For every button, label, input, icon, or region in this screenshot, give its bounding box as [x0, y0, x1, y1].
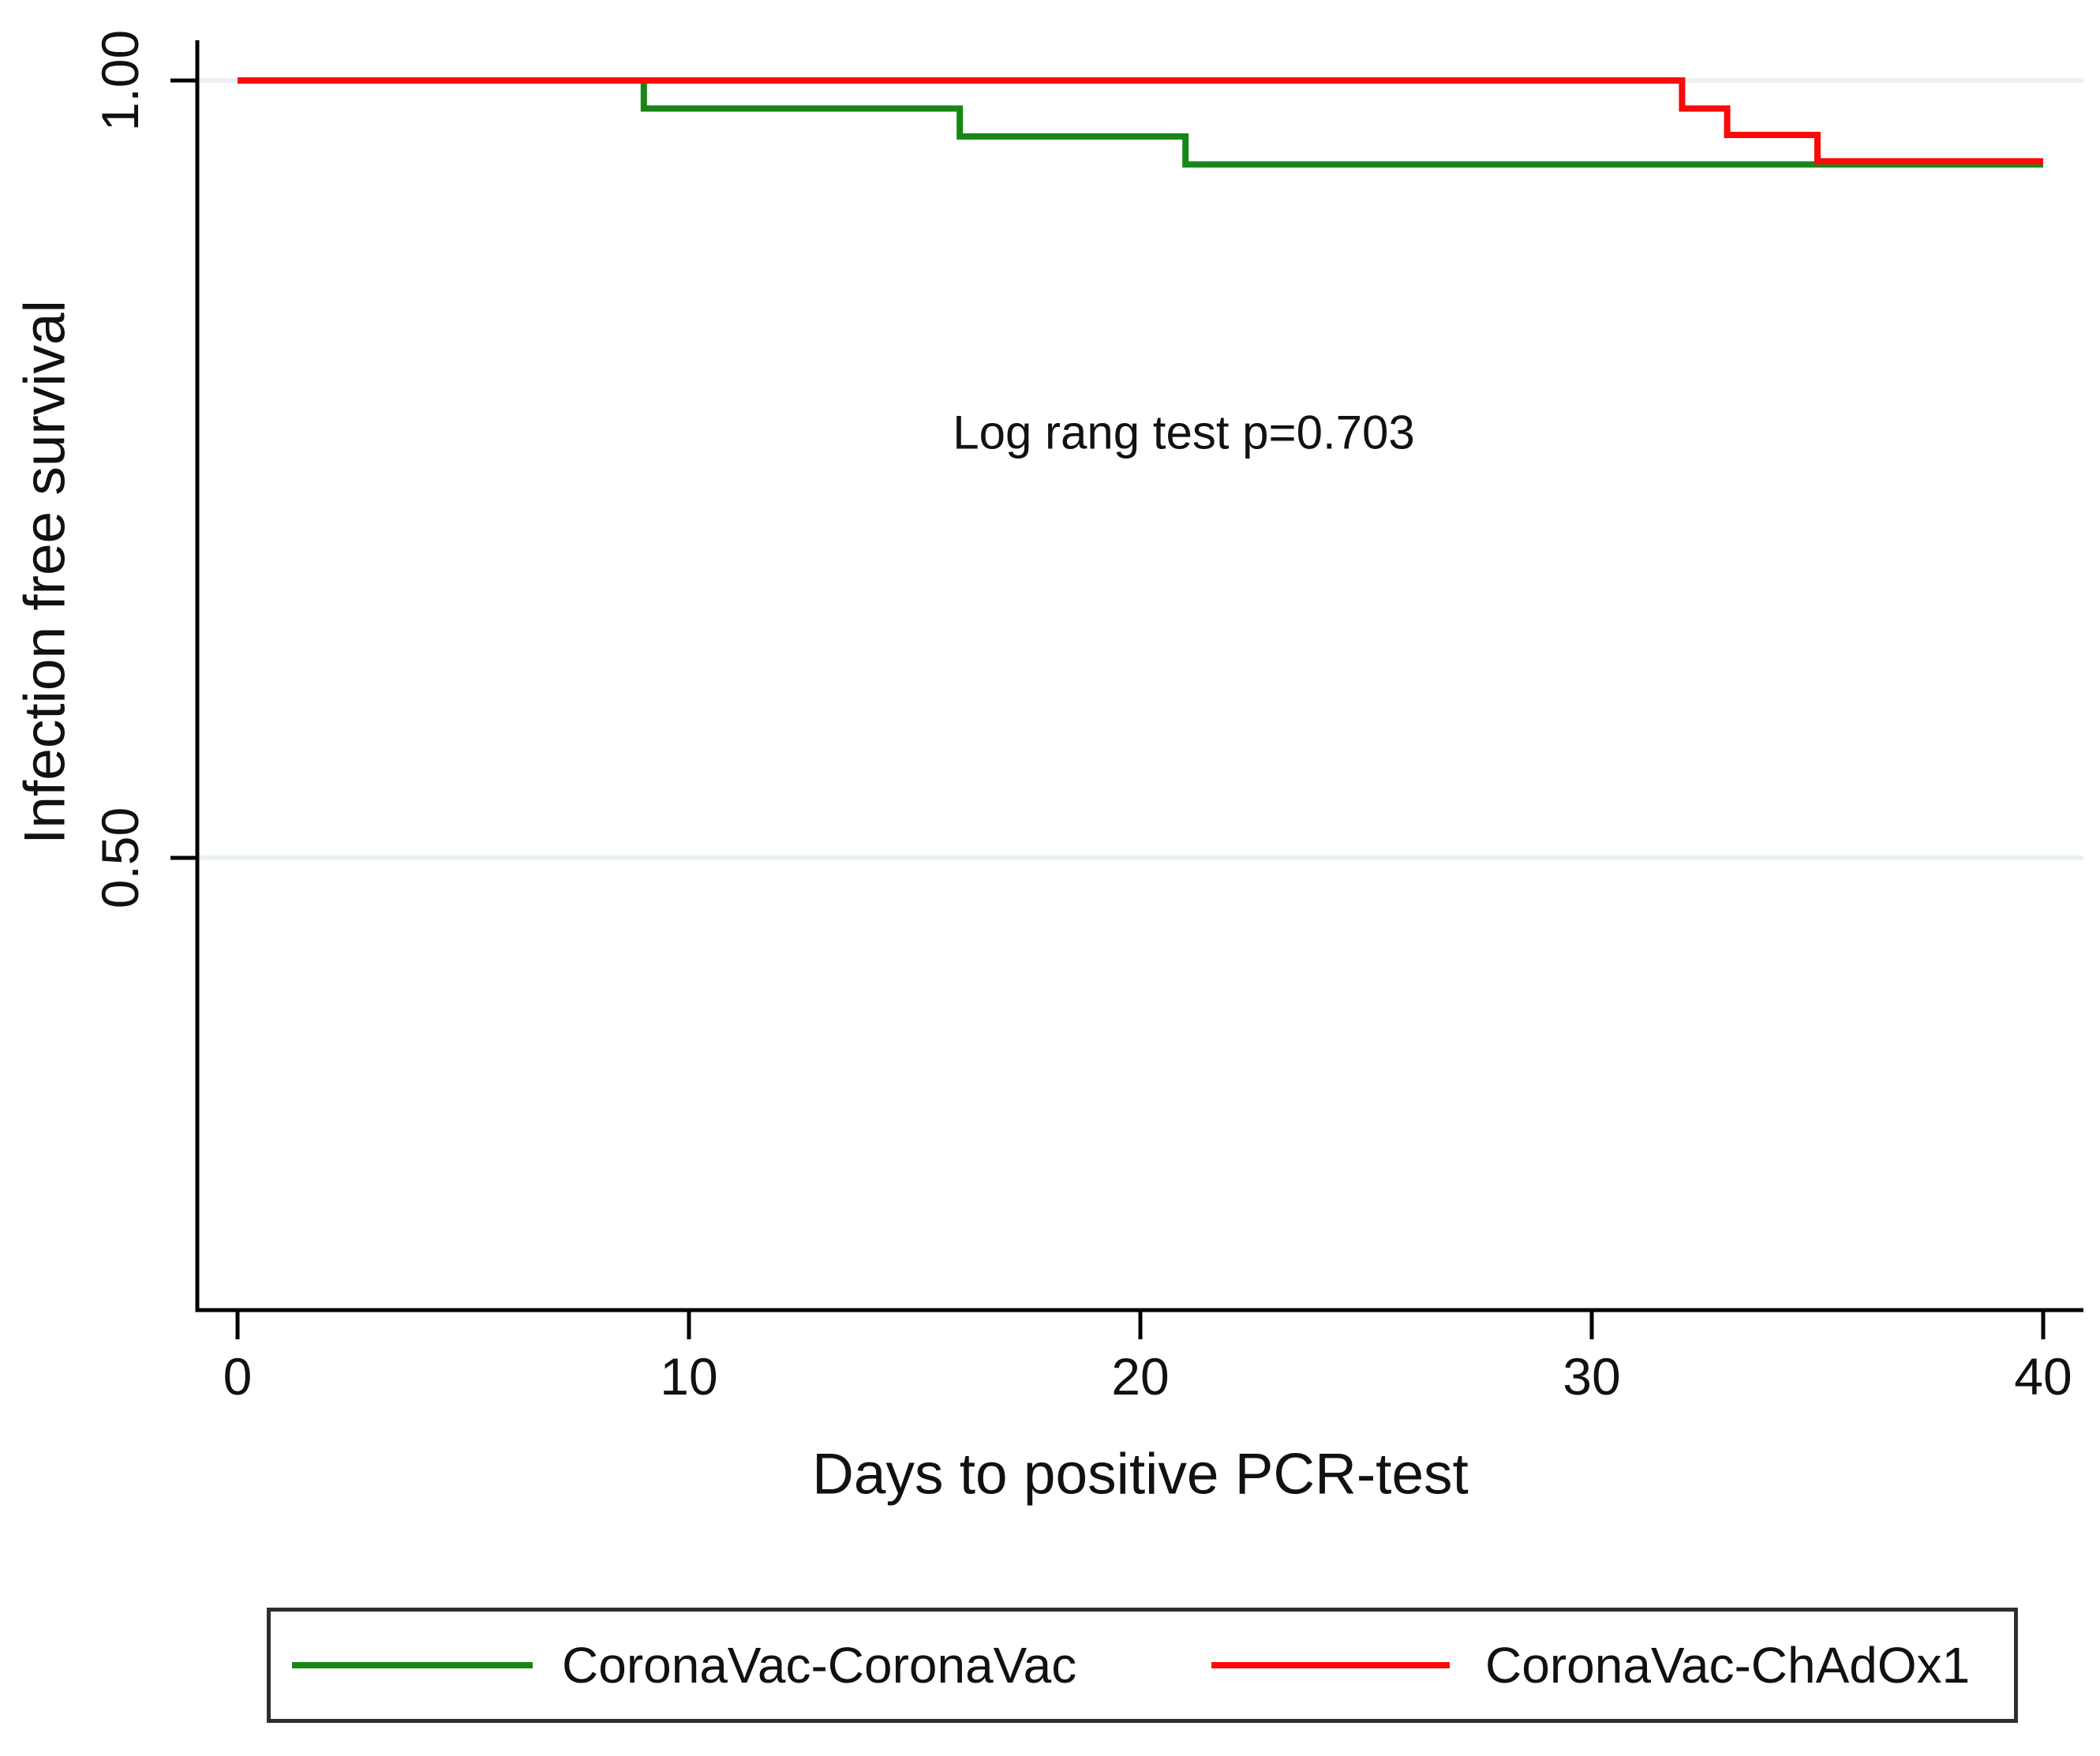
legend: CoronaVac-CoronaVac CoronaVac-ChAdOx1 [267, 1608, 2018, 1723]
legend-swatch-coronavac-coronavac [292, 1662, 533, 1668]
log-rank-annotation: Log rang test p=0.703 [953, 406, 1415, 459]
y-axis-title: Infection free survival [13, 300, 77, 844]
legend-label-coronavac-chadox1: CoronaVac-ChAdOx1 [1485, 1637, 1971, 1694]
x-tick-label-0: 0 [223, 1347, 253, 1406]
y-tick-label-1.00: 1.00 [91, 29, 149, 132]
x-tick-label-40: 40 [2014, 1347, 2072, 1406]
legend-label-coronavac-coronavac: CoronaVac-CoronaVac [562, 1637, 1077, 1694]
x-tick-label-20: 20 [1111, 1347, 1170, 1406]
survival-curve-0 [238, 77, 2043, 168]
x-axis-title: Days to positive PCR-test [812, 1442, 1469, 1507]
x-tick-label-30: 30 [1563, 1347, 1621, 1406]
legend-swatch-coronavac-chadox1 [1211, 1662, 1450, 1668]
axis-lines [195, 40, 2083, 1312]
y-tick-label-0.50: 0.50 [91, 807, 149, 909]
x-tick-label-10: 10 [660, 1347, 718, 1406]
survival-curve-1 [238, 77, 2043, 165]
